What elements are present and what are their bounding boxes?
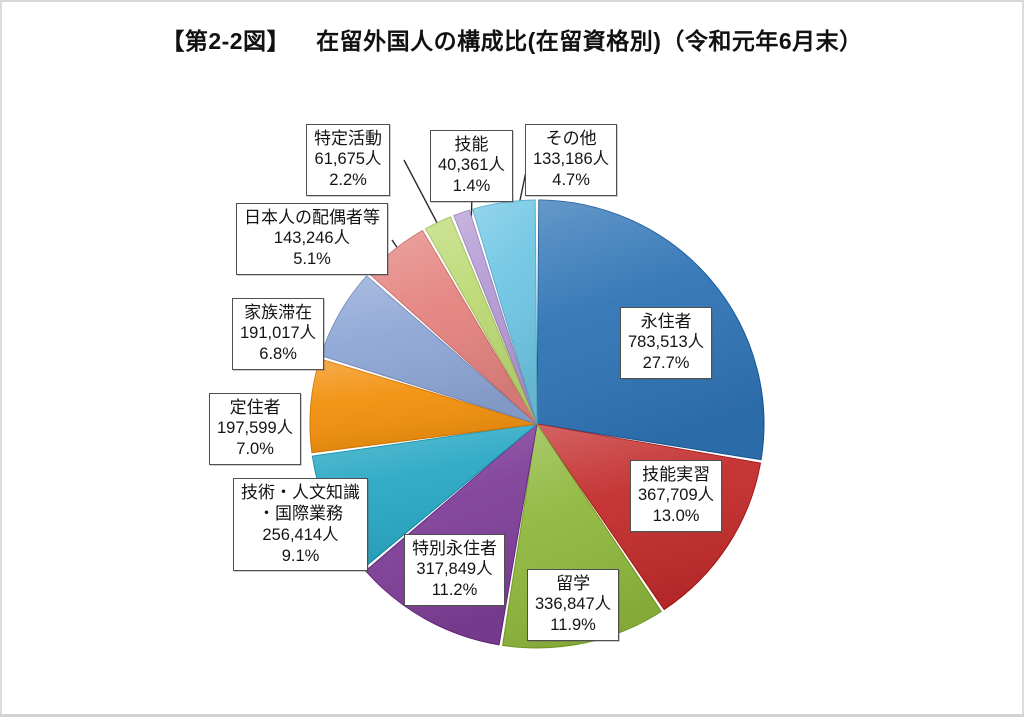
callout-percent-gino: 1.4% [452,177,491,196]
callout-percent-tokuteikatsudo: 2.2% [329,171,367,190]
callout-count-sonota: 133,186人 [533,150,610,169]
pie-slice-sheen-sonota [472,200,537,424]
callout-label-tokuteikatsudo: 特定活動 [314,129,382,148]
slice-callout-sonota[interactable]: その他 133,186人 4.7% [525,124,618,196]
callout-label-tokubetsu: 特別永住者 [412,539,497,558]
page-edge-right [1022,0,1024,717]
chart-title-index: 【第2-2図】 [161,28,291,54]
callout-label-ryugaku: 留学 [556,574,591,593]
slice-callout-tokuteikatsudo[interactable]: 特定活動 61,675人 2.2% [306,124,390,196]
callout-label-teiju: 定住者 [229,398,281,417]
callout-label-kazoku: 家族滞在 [244,303,313,322]
callout-label-sonota: その他 [545,129,597,148]
callout-percent-tokubetsu: 11.2% [431,581,478,600]
callout-count-eiju: 783,513人 [628,333,705,352]
callout-percent-sonota: 4.7% [552,171,590,190]
page-edge-top [0,0,1024,2]
callout-percent-ryugaku: 11.9% [550,616,596,635]
callout-percent-ginojisshu: 13.0% [652,507,700,526]
slice-callout-ryugaku[interactable]: 留学 336,847人 11.9% [527,569,620,641]
callout-count-teiju: 197,599人 [217,419,294,438]
callout-label-gijutsu-line2: ・国際業務 [258,504,343,524]
page-edge-left [0,0,2,717]
callout-label-gijutsu-line1: 技術・人文知識 [241,483,360,502]
page-edge-bottom [0,714,1024,717]
callout-label-gino: 技能 [454,135,489,154]
callout-label-eiju: 永住者 [640,312,692,331]
slice-callout-eiju[interactable]: 永住者 783,513人 27.7% [620,307,713,379]
callout-percent-gijutsu: 9.1% [281,546,320,565]
pie-slice-sheen-tokuteikatsudo [425,216,537,424]
pie-slice-sheen-haiguusha [368,230,537,424]
callout-count-gino: 40,361人 [438,156,505,175]
callout-count-haiguusha: 143,246人 [273,229,351,248]
callout-percent-eiju: 27.7% [642,354,690,373]
slice-callout-kazoku[interactable]: 家族滞在 191,017人 6.8% [232,298,325,370]
chart-title: 【第2-2図】 在留外国人の構成比(在留資格別)（令和元年6月末） [0,22,1024,56]
pie-slice-sheen-gino [453,210,537,424]
callout-count-ginojisshu: 367,709人 [638,486,715,505]
callout-count-gijutsu: 256,414人 [262,525,339,544]
callout-count-kazoku: 191,017人 [240,324,317,343]
pie-slice-sheen-gijutsu [312,424,537,569]
callout-label-haiguusha: 日本人の配偶者等 [244,208,380,227]
slice-callout-gijutsu[interactable]: 技術・人文知識 ・国際業務 256,414人 9.1% [233,478,368,572]
slice-callout-haiguusha[interactable]: 日本人の配偶者等 143,246人 5.1% [236,203,388,275]
pie-slice-sheen-teiju [310,358,537,453]
callout-percent-teiju: 7.0% [236,440,274,459]
callout-percent-kazoku: 6.8% [259,345,297,364]
callout-percent-haiguusha: 5.1% [293,250,331,269]
callout-count-tokuteikatsudo: 61,675人 [314,150,382,169]
callout-count-tokubetsu: 317,849人 [416,560,493,579]
slice-callout-ginojisshu[interactable]: 技能実習 367,709人 13.0% [630,460,723,532]
slice-callout-teiju[interactable]: 定住者 197,599人 7.0% [209,393,302,465]
callout-label-ginojisshu: 技能実習 [642,465,711,484]
pie-slice-sheen-kazoku [320,275,537,424]
slice-callout-gino[interactable]: 技能 40,361人 1.4% [430,130,513,202]
slice-callout-tokubetsu[interactable]: 特別永住者 317,849人 11.2% [404,534,505,606]
callout-count-ryugaku: 336,847人 [535,595,612,614]
chart-title-main: 在留外国人の構成比(在留資格別)（令和元年6月末） [316,28,863,54]
